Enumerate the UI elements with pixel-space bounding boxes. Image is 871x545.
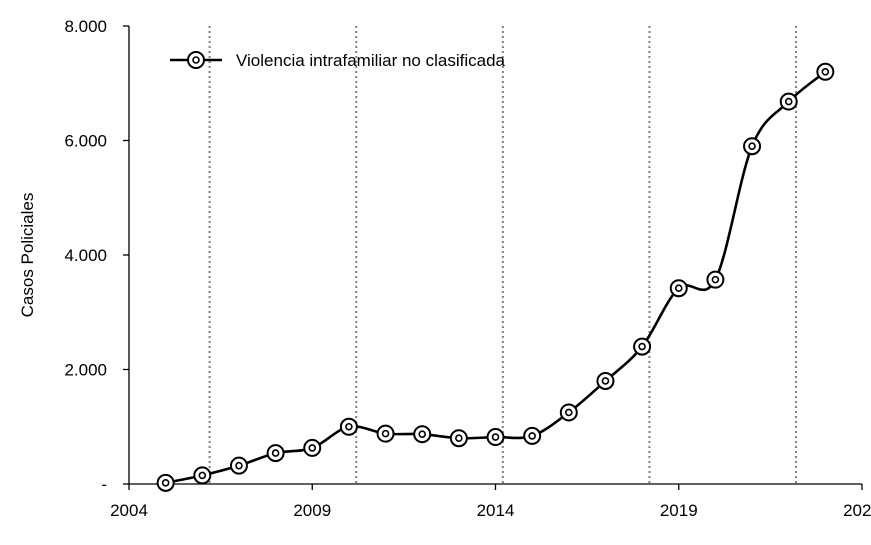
data-point-dot: [748, 142, 756, 151]
data-point: [266, 444, 285, 463]
data-point-dot: [161, 479, 170, 487]
data-point-dot: [638, 342, 646, 351]
data-point: [303, 438, 322, 457]
data-point-dot: [821, 68, 830, 76]
y-tick-label: 8.000: [64, 17, 107, 36]
data-point: [449, 429, 468, 448]
legend-marker-dot: [192, 56, 200, 64]
x-axis-ticks: 2004 2009 2014 2019 2024: [110, 484, 871, 520]
x-tick-label: 2004: [110, 501, 148, 520]
data-point-dot: [455, 434, 463, 443]
data-point: [156, 473, 175, 492]
x-tick-label: 2024: [843, 501, 871, 520]
data-point: [193, 466, 212, 485]
data-point: [706, 270, 725, 289]
data-point-dot: [564, 408, 573, 417]
data-point-dot: [711, 275, 720, 284]
data-point: [229, 456, 248, 475]
data-point-dot: [381, 429, 390, 438]
data-point-dot: [198, 471, 207, 480]
data-point: [486, 428, 505, 447]
x-tick-label: 2019: [660, 501, 698, 520]
axes: [128, 26, 862, 485]
legend: Violencia intrafamiliar no clasificada: [170, 51, 506, 70]
data-point: [633, 337, 652, 356]
data-point-dot: [235, 461, 243, 470]
y-tick-label: 6.000: [64, 132, 107, 151]
data-point: [559, 403, 578, 422]
data-point: [743, 137, 762, 156]
data-point-dot: [601, 377, 610, 385]
y-tick-label: -: [101, 475, 107, 494]
x-tick-label: 2014: [477, 501, 515, 520]
data-point-dot: [308, 444, 317, 452]
y-axis-ticks: - 2.000 4.000 6.000 8.000: [64, 17, 129, 494]
data-point-dot: [491, 433, 500, 441]
series-layer: [156, 62, 835, 492]
y-tick-label: 4.000: [64, 246, 107, 265]
data-point-dot: [271, 449, 280, 457]
data-point: [413, 425, 432, 444]
reference-lines: [208, 26, 798, 484]
x-tick-label: 2009: [293, 501, 331, 520]
data-point-dot: [345, 422, 353, 431]
data-point: [596, 371, 615, 390]
data-point-dot: [784, 97, 793, 106]
y-tick-label: 2.000: [64, 361, 107, 380]
data-point: [669, 279, 688, 298]
data-point-dot: [528, 432, 536, 440]
legend-label: Violencia intrafamiliar no clasificada: [236, 51, 506, 70]
data-point: [339, 417, 358, 436]
data-point-dot: [418, 430, 427, 438]
y-axis-title: Casos Policiales: [18, 193, 37, 318]
data-point: [376, 424, 395, 443]
data-point: [523, 426, 542, 445]
data-point: [816, 62, 835, 81]
data-point-dot: [674, 284, 683, 293]
series-line: [165, 70, 827, 485]
data-point: [779, 92, 798, 111]
